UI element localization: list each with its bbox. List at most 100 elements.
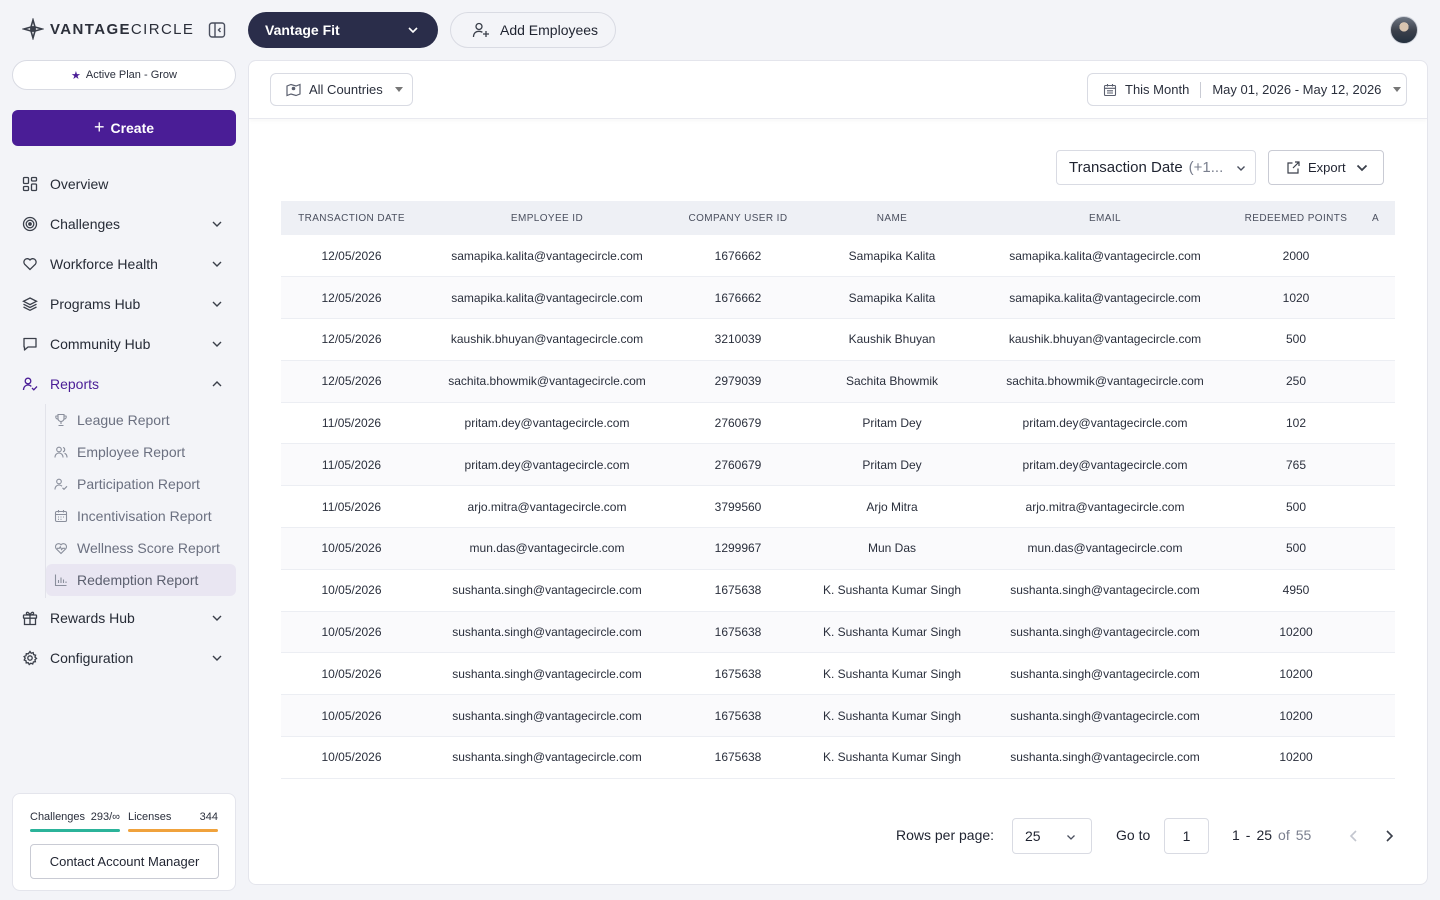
column-header[interactable]: A (1362, 201, 1395, 235)
employee-id-cell: samapika.kalita@vantagecircle.com (422, 276, 672, 320)
user-avatar[interactable] (1390, 16, 1418, 44)
calendar-icon (54, 509, 68, 523)
chevron-up-icon (212, 381, 222, 387)
email-cell: pritam.dey@vantagecircle.com (980, 443, 1230, 487)
create-label: Create (110, 120, 155, 136)
name-cell: Pritam Dey (804, 402, 980, 445)
country-filter-label: All Countries (309, 82, 383, 97)
employee-id-cell: samapika.kalita@vantagecircle.com (422, 235, 672, 278)
nav-item-configuration[interactable]: Configuration (12, 638, 236, 678)
transaction-date-cell: 10/05/2026 (281, 736, 422, 779)
create-button[interactable]: + Create (12, 110, 236, 146)
table-row[interactable]: 12/05/2026 kaushik.bhuyan@vantagecircle.c… (281, 318, 1395, 361)
sub-item-redemption-report[interactable]: Redemption Report (46, 564, 236, 596)
table-row[interactable]: 12/05/2026 sachita.bhowmik@vantagecircle.… (281, 360, 1395, 403)
column-header[interactable]: EMAIL (980, 201, 1230, 235)
redemption-table-container[interactable]: TRANSACTION DATE EMPLOYEE ID COMPANY USE… (281, 201, 1395, 793)
email-cell: mun.das@vantagecircle.com (980, 527, 1230, 570)
nav-label: Community Hub (50, 336, 151, 352)
chevron-left-icon[interactable] (1346, 828, 1362, 844)
nav-item-programs-hub[interactable]: Programs Hub (12, 284, 236, 324)
nav-item-community-hub[interactable]: Community Hub (12, 324, 236, 364)
transaction-date-cell: 10/05/2026 (281, 694, 422, 738)
table-row[interactable]: 11/05/2026 arjo.mitra@vantagecircle.com 37… (281, 485, 1395, 529)
contact-account-manager-button[interactable]: Contact Account Manager (30, 844, 219, 879)
redeemed-points-cell: 10200 (1230, 736, 1362, 779)
chevron-down-icon (212, 261, 222, 267)
app-selector[interactable]: Vantage Fit (248, 12, 438, 48)
transaction-date-cell: 10/05/2026 (281, 652, 422, 696)
table-row[interactable]: 10/05/2026 sushanta.singh@vantagecircle.c… (281, 736, 1395, 779)
date-period-label: This Month (1125, 82, 1190, 97)
nav-item-rewards-hub[interactable]: Rewards Hub (12, 598, 236, 638)
table-row[interactable]: 11/05/2026 pritam.dey@vantagecircle.com 27… (281, 443, 1395, 487)
gift-icon (22, 610, 38, 626)
licenses-usage-label: Licenses (128, 811, 172, 823)
table-row[interactable]: 10/05/2026 sushanta.singh@vantagecircle.c… (281, 569, 1395, 612)
active-plan-badge[interactable]: ★ Active Plan - Grow (12, 60, 236, 90)
email-cell: sushanta.singh@vantagecircle.com (980, 569, 1230, 612)
goto-page-input[interactable] (1164, 818, 1209, 854)
column-header[interactable]: TRANSACTION DATE (281, 201, 422, 235)
chat-icon (22, 336, 38, 352)
trophy-icon (54, 413, 68, 427)
vantagecircle-logo[interactable]: VANTAGECIRCLE (22, 18, 194, 40)
chevron-right-icon[interactable] (1381, 828, 1397, 844)
table-row[interactable]: 10/05/2026 sushanta.singh@vantagecircle.c… (281, 652, 1395, 696)
nav-item-reports[interactable]: Reports (12, 364, 236, 404)
country-filter[interactable]: All Countries (270, 73, 413, 106)
external-link-icon (1287, 161, 1300, 174)
map-icon (286, 83, 301, 97)
employee-id-cell: pritam.dey@vantagecircle.com (422, 402, 672, 445)
filter-bar: All Countries This Month May 01, 2026 - … (249, 61, 1427, 119)
table-row[interactable]: 10/05/2026 mun.das@vantagecircle.com 12999… (281, 527, 1395, 570)
column-header[interactable]: COMPANY USER ID (672, 201, 804, 235)
employee-id-cell: sushanta.singh@vantagecircle.com (422, 652, 672, 696)
sub-item-participation-report[interactable]: Participation Report (46, 468, 236, 500)
nav-item-challenges[interactable]: Challenges (12, 204, 236, 244)
nav-item-workforce-health[interactable]: Workforce Health (12, 244, 236, 284)
date-range-filter[interactable]: This Month May 01, 2026 - May 12, 2026 (1087, 73, 1407, 106)
main-nav: Overview Challenges Workforce Health Pro… (12, 164, 236, 678)
table-row[interactable]: 12/05/2026 samapika.kalita@vantagecircle.… (281, 276, 1395, 320)
company-user-id-cell: 1675638 (672, 736, 804, 779)
column-header[interactable]: NAME (804, 201, 980, 235)
column-header[interactable]: EMPLOYEE ID (422, 201, 672, 235)
column-header[interactable]: REDEEMED POINTS (1230, 201, 1362, 235)
licenses-usage: Licenses 344 (128, 811, 218, 832)
name-cell: K. Sushanta Kumar Singh (804, 611, 980, 654)
sub-item-wellness-score-report[interactable]: Wellness Score Report (46, 532, 236, 564)
add-employees-button[interactable]: Add Employees (450, 12, 616, 48)
company-user-id-cell: 2760679 (672, 402, 804, 445)
redeemed-points-cell: 10200 (1230, 652, 1362, 696)
export-button[interactable]: Export (1268, 150, 1384, 185)
name-cell: K. Sushanta Kumar Singh (804, 569, 980, 612)
user-check-icon (22, 376, 38, 392)
sub-item-league-report[interactable]: League Report (46, 404, 236, 436)
sub-item-employee-report[interactable]: Employee Report (46, 436, 236, 468)
table-row[interactable]: 10/05/2026 sushanta.singh@vantagecircle.c… (281, 694, 1395, 738)
target-icon (22, 216, 38, 232)
range-start: 1 (1232, 827, 1240, 843)
nav-label: Programs Hub (50, 296, 141, 312)
employee-id-cell: arjo.mitra@vantagecircle.com (422, 485, 672, 529)
table-row[interactable]: 12/05/2026 samapika.kalita@vantagecircle.… (281, 235, 1395, 278)
nav-item-overview[interactable]: Overview (12, 164, 236, 204)
table-row[interactable]: 10/05/2026 sushanta.singh@vantagecircle.c… (281, 611, 1395, 654)
usage-card: Challenges 293/∞ Licenses 344 Contact Acco… (12, 793, 236, 891)
collapse-sidebar-icon[interactable] (207, 20, 227, 40)
company-user-id-cell: 3210039 (672, 318, 804, 361)
company-user-id-cell: 1675638 (672, 611, 804, 654)
email-cell: arjo.mitra@vantagecircle.com (980, 485, 1230, 529)
rows-per-page-select[interactable]: 25 (1012, 818, 1092, 854)
employee-id-cell: sushanta.singh@vantagecircle.com (422, 736, 672, 779)
column-selector[interactable]: Transaction Date (+1... (1056, 150, 1256, 185)
employee-id-cell: sachita.bhowmik@vantagecircle.com (422, 360, 672, 403)
table-row[interactable]: 11/05/2026 pritam.dey@vantagecircle.com 27… (281, 402, 1395, 445)
sub-item-incentivisation-report[interactable]: Incentivisation Report (46, 500, 236, 532)
transaction-date-cell: 11/05/2026 (281, 485, 422, 529)
email-cell: sushanta.singh@vantagecircle.com (980, 611, 1230, 654)
company-user-id-cell: 2760679 (672, 443, 804, 487)
overflow-cell (1362, 485, 1395, 529)
licenses-usage-bar (128, 829, 218, 832)
